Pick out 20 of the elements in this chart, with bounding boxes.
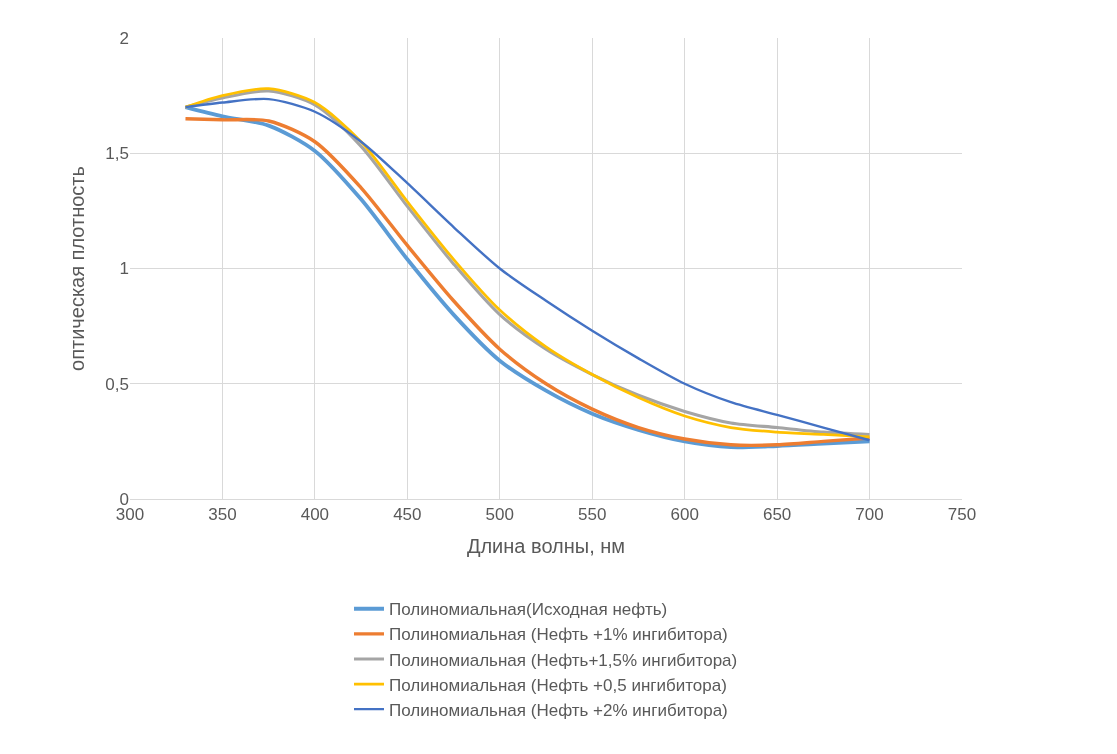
x-tick-label: 600 bbox=[670, 505, 699, 525]
x-tick-label: 650 bbox=[762, 505, 792, 525]
legend-label: Полиномиальная (Нефть +0,5 ингибитора) bbox=[389, 675, 727, 695]
legend-label: Полиномиальная (Нефть+1,5% ингибитора) bbox=[389, 650, 738, 670]
x-tick-label: 450 bbox=[393, 505, 422, 525]
legend-label: Полиномиальная(Исходная нефть) bbox=[389, 600, 668, 620]
legend-label: Полиномиальная (Нефть +1% ингибитора) bbox=[389, 625, 728, 645]
x-tick-label: 350 bbox=[208, 505, 237, 525]
x-tick-label: 400 bbox=[300, 505, 330, 525]
x-tick-label: 500 bbox=[485, 505, 514, 525]
x-tick-label: 550 bbox=[578, 505, 607, 525]
x-axis-title: Длина волны, нм bbox=[466, 534, 626, 557]
x-tick-label: 750 bbox=[947, 505, 977, 525]
y-axis-title: оптическая плотность bbox=[65, 166, 88, 371]
y-tick-label: 2 bbox=[119, 28, 129, 48]
y-tick-label: 1,5 bbox=[105, 144, 129, 164]
y-tick-label: 1 bbox=[119, 259, 129, 279]
x-tick-label: 700 bbox=[855, 505, 884, 525]
y-tick-label: 0,5 bbox=[105, 374, 129, 394]
legend-label: Полиномиальная (Нефть +2% ингибитора) bbox=[389, 700, 728, 720]
